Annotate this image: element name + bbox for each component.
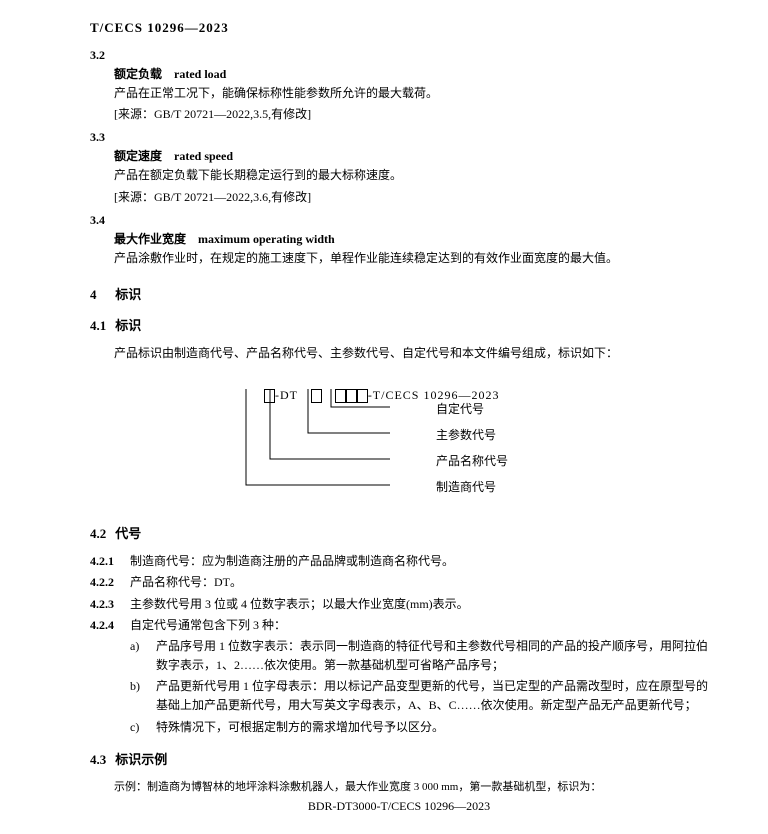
example-text: 示例：制造商为博智林的地坪涂料涂敷机器人，最大作业宽度 3 000 mm，第一款… — [114, 778, 708, 797]
heading-4-2-num: 4.2 — [90, 526, 112, 542]
clause-4-2-3-text: 主参数代号用 3 位或 4 位数字表示；以最大作业宽度(mm)表示。 — [130, 595, 708, 614]
diagram-lines — [130, 371, 630, 511]
section-3-4-num: 3.4 — [90, 213, 708, 228]
heading-4-num: 4 — [90, 287, 112, 303]
subitem-a: a) 产品序号用 1 位数字表示：表示同一制造商的特征代号和主参数代号相同的产品… — [130, 637, 708, 675]
section-3-2-num: 3.2 — [90, 48, 708, 63]
clause-4-2-2: 4.2.2 产品名称代号：DT。 — [90, 573, 708, 592]
heading-4-1: 4.1 标识 — [90, 315, 708, 334]
subitem-c: c) 特殊情况下，可根据定制方的需求增加代号予以区分。 — [130, 718, 708, 737]
subitem-a-text: 产品序号用 1 位数字表示：表示同一制造商的特征代号和主参数代号相同的产品的投产… — [156, 637, 708, 675]
heading-4-3-title: 标识示例 — [115, 752, 167, 767]
section-3-3-num: 3.3 — [90, 130, 708, 145]
heading-4-1-num: 4.1 — [90, 318, 112, 334]
def-3-3: 产品在额定负载下能长期稳定运行到的最大标称速度。 — [114, 166, 708, 185]
heading-4-3: 4.3 标识示例 — [90, 749, 708, 768]
clause-4-2-2-num: 4.2.2 — [90, 573, 130, 592]
clause-4-2-1-num: 4.2.1 — [90, 552, 130, 571]
term-3-2: 额定负载 rated load — [114, 65, 708, 82]
subitem-b: b) 产品更新代号用 1 位字母表示：用以标记产品变型更新的代号，当已定型的产品… — [130, 677, 708, 715]
heading-4-title: 标识 — [115, 287, 141, 302]
subitem-b-text: 产品更新代号用 1 位字母表示：用以标记产品变型更新的代号，当已定型的产品需改型… — [156, 677, 708, 715]
clause-4-2-3: 4.2.3 主参数代号用 3 位或 4 位数字表示；以最大作业宽度(mm)表示。 — [90, 595, 708, 614]
clause-4-2-1: 4.2.1 制造商代号：应为制造商注册的产品品牌或制造商名称代号。 — [90, 552, 708, 571]
subitem-c-text: 特殊情况下，可根据定制方的需求增加代号予以区分。 — [156, 718, 708, 737]
def-3-2: 产品在正常工况下，能确保标称性能参数所允许的最大载荷。 — [114, 84, 708, 103]
clause-4-2-3-num: 4.2.3 — [90, 595, 130, 614]
term-3-4: 最大作业宽度 maximum operating width — [114, 230, 708, 247]
diagram-label-3: 产品名称代号 — [436, 452, 508, 469]
clause-4-2-1-text: 制造商代号：应为制造商注册的产品品牌或制造商名称代号。 — [130, 552, 708, 571]
subitem-b-num: b) — [130, 677, 156, 715]
subitem-c-num: c) — [130, 718, 156, 737]
clause-4-2-2-text: 产品名称代号：DT。 — [130, 573, 708, 592]
def-3-4: 产品涂敷作业时，在规定的施工速度下，单程作业能连续稳定达到的有效作业面宽度的最大… — [114, 249, 708, 268]
clause-4-2-4-text: 自定代号通常包含下列 3 种： — [130, 616, 708, 635]
clause-4-2-4-num: 4.2.4 — [90, 616, 130, 635]
clause-4-2-4: 4.2.4 自定代号通常包含下列 3 种： — [90, 616, 708, 635]
diagram-label-4: 制造商代号 — [436, 478, 496, 495]
heading-4-2-title: 代号 — [115, 526, 141, 541]
standard-header: T/CECS 10296—2023 — [90, 20, 708, 36]
src-3-2: [来源：GB/T 20721—2022,3.5,有修改] — [114, 105, 708, 124]
heading-4: 4 标识 — [90, 284, 708, 303]
identification-diagram: -DT -T/CECS 10296—2023 自定代号 主参数代号 产品名称代号… — [130, 371, 708, 511]
intro-4-1: 产品标识由制造商代号、产品名称代号、主参数代号、自定代号和本文件编号组成，标识如… — [114, 344, 708, 363]
document-page: T/CECS 10296—2023 3.2 额定负载 rated load 产品… — [0, 0, 768, 834]
subitem-a-num: a) — [130, 637, 156, 675]
src-3-3: [来源：GB/T 20721—2022,3.6,有修改] — [114, 188, 708, 207]
diagram-label-2: 主参数代号 — [436, 426, 496, 443]
heading-4-1-title: 标识 — [115, 318, 141, 333]
term-3-3: 额定速度 rated speed — [114, 147, 708, 164]
heading-4-3-num: 4.3 — [90, 752, 112, 768]
example-code: BDR-DT3000-T/CECS 10296—2023 — [90, 799, 708, 814]
heading-4-2: 4.2 代号 — [90, 523, 708, 542]
diagram-label-1: 自定代号 — [436, 400, 484, 417]
